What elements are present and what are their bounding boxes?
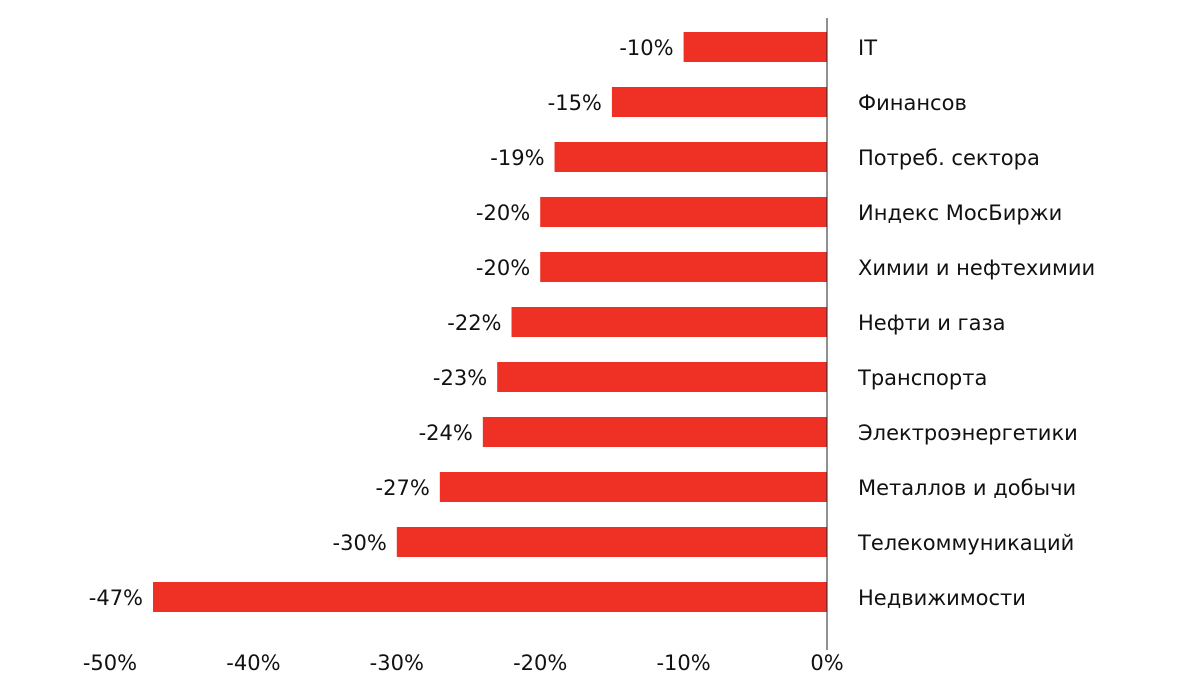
category-label: Транспорта (857, 366, 987, 390)
value-label: -20% (476, 201, 530, 225)
category-label: Химии и нефтехимии (858, 256, 1095, 280)
category-label: Финансов (858, 91, 967, 115)
category-label: Телекоммуникаций (857, 531, 1074, 555)
value-label: -24% (419, 421, 473, 445)
x-tick-label: -50% (83, 651, 137, 675)
category-label: Потреб. сектора (858, 146, 1040, 170)
bar (540, 197, 827, 227)
value-label: -27% (376, 476, 430, 500)
bar (482, 417, 827, 447)
value-label: -20% (476, 256, 530, 280)
x-tick-label: -20% (513, 651, 567, 675)
category-label: Электроэнергетики (858, 421, 1078, 445)
bar (396, 527, 827, 557)
bar (540, 252, 827, 282)
bar (439, 472, 827, 502)
value-label: -22% (447, 311, 501, 335)
x-tick-label: 0% (810, 651, 843, 675)
bar (683, 32, 827, 62)
value-label: -19% (490, 146, 544, 170)
x-tick-label: -10% (656, 651, 710, 675)
bar (554, 142, 827, 172)
value-label: -47% (89, 586, 143, 610)
bar (153, 582, 827, 612)
bar (611, 87, 827, 117)
bar (497, 362, 827, 392)
category-label: Недвижимости (858, 586, 1026, 610)
value-label: -30% (333, 531, 387, 555)
category-label: Нефти и газа (858, 311, 1005, 335)
value-label: -15% (548, 91, 602, 115)
category-label: Индекс МосБиржи (858, 201, 1062, 225)
category-label: Металлов и добычи (858, 476, 1076, 500)
bar (511, 307, 827, 337)
value-label: -23% (433, 366, 487, 390)
value-label: -10% (619, 36, 673, 60)
x-tick-label: -30% (370, 651, 424, 675)
category-label: IT (858, 36, 877, 60)
x-tick-label: -40% (226, 651, 280, 675)
